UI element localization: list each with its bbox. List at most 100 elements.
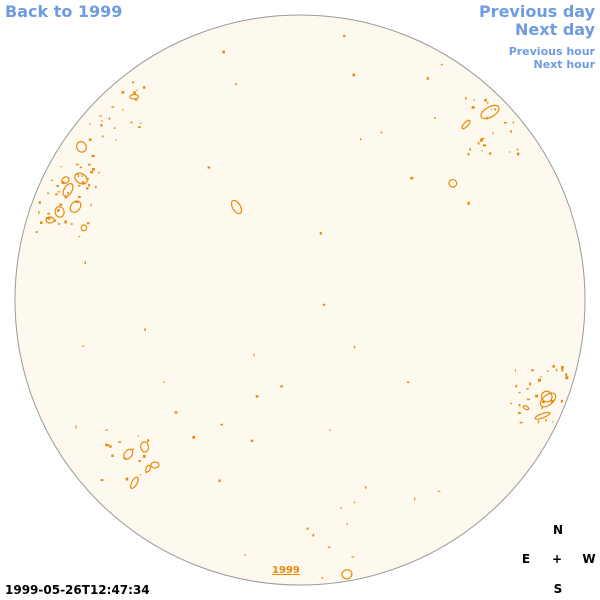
contour-mark <box>360 138 362 141</box>
contour-mark <box>351 556 355 558</box>
contour-mark <box>56 185 59 187</box>
contour-mark <box>57 209 60 212</box>
contour-mark <box>353 345 356 349</box>
contour-mark <box>140 441 150 453</box>
contour-mark <box>484 98 487 102</box>
contour-mark <box>100 124 103 127</box>
observation-timestamp: 1999-05-26T12:47:34 <box>5 583 150 597</box>
contour-mark <box>535 394 539 398</box>
contour-mark <box>115 139 117 141</box>
contour-mark <box>121 91 125 94</box>
contour-mark <box>515 384 518 388</box>
contour-mark <box>108 117 111 120</box>
previous-hour-link[interactable]: Previous hour <box>508 45 595 58</box>
contour-mark <box>123 457 127 459</box>
contour-mark <box>250 439 254 442</box>
contour-mark <box>121 109 124 111</box>
contour-mark <box>95 186 97 189</box>
contour-loop <box>62 183 74 197</box>
contour-mark <box>139 122 142 124</box>
compass-south: S <box>553 582 563 596</box>
back-to-year-link[interactable]: Back to 1999 <box>5 2 123 21</box>
contour-mark <box>448 178 458 188</box>
contour-mark <box>343 34 346 38</box>
contour-mark <box>244 554 246 556</box>
contour-mark <box>92 168 95 171</box>
contour-mark <box>218 479 221 483</box>
contour-mark <box>319 232 322 235</box>
contour-mark <box>47 212 51 215</box>
contour-mark <box>321 577 323 579</box>
contour-mark <box>512 121 514 124</box>
contour-mark <box>90 171 94 174</box>
contour-mark <box>60 166 62 168</box>
contour-mark <box>54 206 65 218</box>
contour-mark <box>47 216 51 220</box>
contour-mark <box>137 435 139 437</box>
contour-mark <box>322 303 326 306</box>
contour-mark <box>54 219 57 222</box>
contour-mark <box>163 381 166 383</box>
contour-mark <box>57 191 61 193</box>
contour-mark <box>77 174 80 178</box>
contour-mark <box>64 220 67 224</box>
contour-mark <box>514 369 516 372</box>
contour-mark <box>527 398 530 401</box>
solar-disk-circle <box>14 14 586 586</box>
contour-mark <box>352 73 356 77</box>
contour-mark <box>136 89 138 91</box>
contour-mark <box>132 81 135 84</box>
compass-east: E <box>521 552 531 566</box>
next-day-link[interactable]: Next day <box>515 20 595 39</box>
contour-mark <box>58 222 60 225</box>
contour-mark <box>88 138 92 141</box>
contour-mark <box>102 135 104 138</box>
contour-mark <box>328 546 331 548</box>
contour-mark <box>55 193 58 196</box>
contour-mark <box>75 425 77 429</box>
contour-mark <box>132 448 134 450</box>
contour-mark <box>76 163 79 166</box>
contour-mark <box>138 460 141 462</box>
contour-mark <box>192 436 196 439</box>
contour-mark <box>59 203 63 206</box>
contour-mark <box>510 402 512 405</box>
contour-mark <box>434 117 436 119</box>
contour-loop <box>45 216 55 224</box>
contour-mark <box>147 439 150 443</box>
contour-mark <box>255 395 259 398</box>
contour-mark <box>38 201 41 204</box>
contour-mark <box>222 50 225 54</box>
contour-mark <box>77 196 81 198</box>
contour-mark <box>494 108 497 111</box>
contour-mark <box>561 366 564 369</box>
contour-mark <box>426 76 429 80</box>
contour-mark <box>380 131 383 134</box>
previous-day-link[interactable]: Previous day <box>478 2 595 21</box>
contour-mark <box>461 119 471 130</box>
contour-mark <box>174 411 178 414</box>
contour-mark <box>39 221 43 225</box>
contour-mark <box>81 174 83 177</box>
contour-mark <box>86 178 89 180</box>
contour-mark <box>483 144 486 147</box>
contour-mark <box>407 381 410 384</box>
contour-mark <box>84 261 86 265</box>
contour-mark <box>551 421 554 423</box>
contour-mark <box>480 138 483 142</box>
contour-mark <box>537 420 540 424</box>
contour-mark <box>534 411 551 420</box>
contour-mark <box>489 152 492 155</box>
contour-mark <box>555 368 558 372</box>
contour-mark <box>465 97 467 100</box>
year-link[interactable]: 1999 <box>272 565 300 576</box>
contour-mark <box>80 224 88 232</box>
contour-mark <box>38 211 40 214</box>
contour-mark <box>70 223 73 225</box>
contour-mark <box>88 163 91 166</box>
next-hour-link[interactable]: Next hour <box>533 58 596 71</box>
contour-mark <box>312 533 315 537</box>
contour-mark <box>531 369 534 372</box>
contour-mark <box>541 407 543 410</box>
